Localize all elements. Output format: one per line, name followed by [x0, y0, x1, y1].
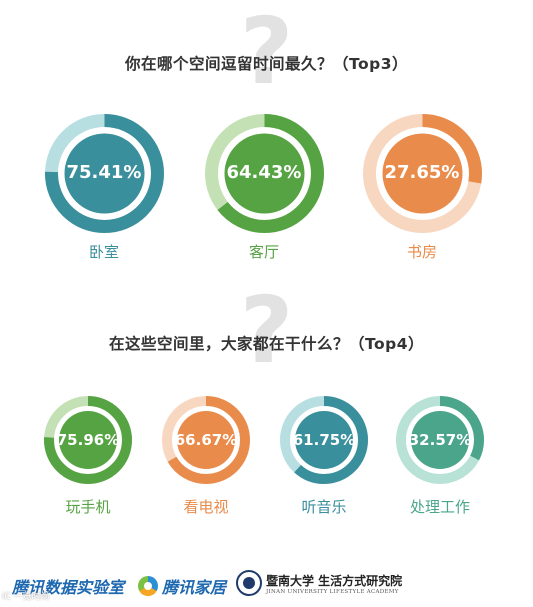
- ring-percent-label: 64.43%: [226, 161, 302, 183]
- ring-percent-label: 75.96%: [56, 430, 120, 449]
- ring-center-disc: [59, 411, 117, 469]
- ring-chart-1: 75.41% 卧室: [43, 112, 166, 263]
- ring-percent-label: 61.75%: [292, 430, 356, 449]
- ring-chart-2: 64.43% 客厅: [203, 112, 326, 263]
- ring-percent-label: 32.57%: [408, 430, 472, 449]
- ring-chart-4: 32.57% 处理工作: [394, 394, 486, 518]
- ring-svg: [204, 113, 324, 233]
- ring-category-label: 处理工作: [409, 498, 470, 516]
- question-mark-decoration: ?: [239, 277, 294, 384]
- ring-value-arc: [362, 113, 482, 233]
- ring-percent-label: 75.41%: [66, 161, 142, 183]
- jinan-university-logo: 暨南大学 生活方式研究院 JINAN UNIVERSITY LIFESTYLE …: [236, 570, 402, 596]
- watermark: iC 一览时尚: [2, 592, 50, 602]
- ring-center-disc: [64, 133, 144, 213]
- tencent-data-lab-logo: 腾讯数据实验室: [12, 578, 125, 597]
- ring-category-label: 听音乐: [301, 498, 347, 516]
- ring-value-arc: [280, 396, 368, 484]
- ring-category-label: 玩手机: [65, 498, 111, 516]
- ring-value-arc: [44, 113, 164, 233]
- ring-value-arc: [396, 396, 484, 484]
- ring-svg: [280, 396, 368, 484]
- ring-center-disc: [177, 411, 235, 469]
- ring-center-disc: [382, 133, 462, 213]
- ring-category-label: 看电视: [183, 498, 229, 516]
- university-seal-icon: [236, 570, 262, 596]
- ring-chart-3: 61.75% 听音乐: [278, 394, 370, 518]
- ring-svg: [44, 113, 164, 233]
- ring-svg: [44, 396, 132, 484]
- ring-svg: [396, 396, 484, 484]
- ring-category-label: 书房: [406, 242, 437, 261]
- footer: 腾讯数据实验室 腾讯家居 暨南大学 生活方式研究院 JINAN UNIVERSI…: [0, 566, 533, 607]
- university-name: 暨南大学 生活方式研究院: [266, 573, 403, 588]
- section-title-top4: 在这些空间里，大家都在干什么？（Top4）: [108, 335, 425, 353]
- ring-center-disc: [224, 133, 304, 213]
- tencent-home-icon: [138, 576, 158, 596]
- ring-percent-label: 27.65%: [384, 161, 460, 183]
- ring-value-arc: [44, 396, 132, 484]
- ring-svg: [362, 113, 482, 233]
- ring-center-disc: [295, 411, 353, 469]
- ring-center-disc: [411, 411, 469, 469]
- ring-category-label: 客厅: [248, 242, 279, 261]
- ring-chart-1: 75.96% 玩手机: [42, 394, 134, 518]
- ring-value-arc: [204, 113, 324, 233]
- ring-percent-label: 66.67%: [174, 430, 238, 449]
- university-name-en: JINAN UNIVERSITY LIFESTYLE ACADEMY: [266, 588, 399, 595]
- ring-chart-2: 66.67% 看电视: [160, 394, 252, 518]
- ring-chart-3: 27.65% 书房: [361, 112, 484, 263]
- section-title-top3: 你在哪个空间逗留时间最久？（Top3）: [124, 55, 409, 73]
- question-mark-decoration: ?: [239, 0, 294, 105]
- tencent-home-label: 腾讯家居: [162, 578, 227, 597]
- ring-svg: [162, 396, 250, 484]
- tencent-home-logo: 腾讯家居: [138, 574, 226, 598]
- ring-category-label: 卧室: [88, 242, 119, 261]
- ring-value-arc: [162, 396, 250, 484]
